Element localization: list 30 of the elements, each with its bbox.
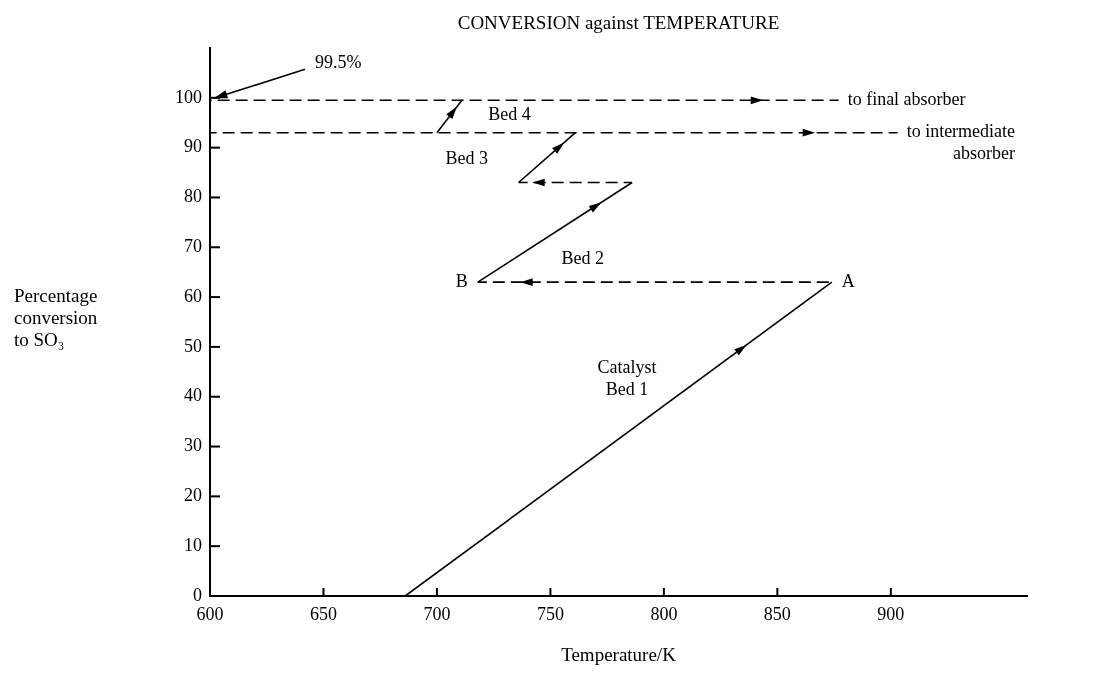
y-tick-label: 90 — [184, 136, 202, 157]
x-axis-title: Temperature/K — [561, 643, 677, 665]
y-tick-label: 70 — [184, 236, 202, 257]
y-tick-label: 100 — [175, 86, 202, 107]
y-tick-label: 50 — [184, 335, 202, 356]
annotation: 99.5% — [315, 52, 362, 73]
y-tick-label: 60 — [184, 285, 202, 306]
x-tick-label: 650 — [309, 603, 337, 624]
annotation: B — [455, 270, 468, 291]
y-tick-label: 20 — [184, 485, 202, 506]
x-tick-label: 800 — [650, 603, 678, 624]
annotation: Bed 3 — [445, 148, 488, 169]
y-tick-label: 0 — [193, 584, 202, 605]
annotation: to final absorber — [847, 89, 966, 110]
y-tick-label: 80 — [184, 186, 202, 207]
chart-title: CONVERSION against TEMPERATURE — [457, 11, 780, 33]
x-tick-label: 600 — [196, 603, 224, 624]
x-tick-label: 750 — [536, 603, 564, 624]
x-tick-label: 850 — [763, 603, 791, 624]
annotation: Bed 4 — [488, 103, 531, 124]
x-tick-label: 700 — [423, 603, 451, 624]
y-tick-label: 10 — [184, 534, 202, 555]
x-tick-label: 900 — [877, 603, 905, 624]
y-tick-label: 30 — [184, 435, 202, 456]
annotation: Bed 2 — [561, 248, 604, 269]
annotation: to intermediate absorber — [906, 121, 1016, 164]
y-tick-label: 40 — [184, 385, 202, 406]
y-axis-title: Percentage conversion to SO₃ — [14, 285, 98, 351]
annotation: A — [841, 270, 855, 291]
annotation: Catalyst Bed 1 — [597, 357, 657, 400]
